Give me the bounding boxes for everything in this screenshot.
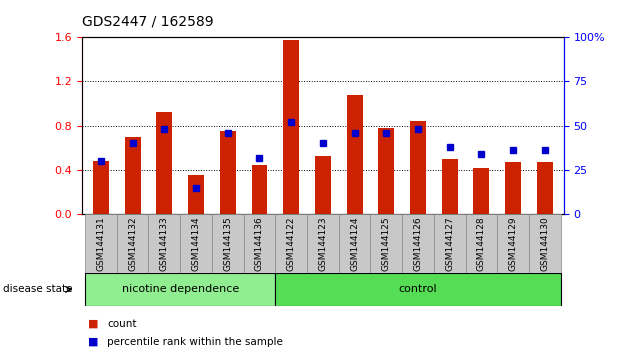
Text: GSM144134: GSM144134 xyxy=(192,216,200,271)
Text: GSM144132: GSM144132 xyxy=(128,216,137,271)
Bar xyxy=(339,214,370,273)
Bar xyxy=(442,159,457,214)
Bar xyxy=(410,121,426,214)
Bar xyxy=(537,162,553,214)
Bar xyxy=(244,214,275,273)
Text: control: control xyxy=(399,284,437,295)
Text: count: count xyxy=(107,319,137,329)
Text: GSM144127: GSM144127 xyxy=(445,216,454,271)
Text: GSM144131: GSM144131 xyxy=(96,216,105,271)
Text: GSM144128: GSM144128 xyxy=(477,216,486,271)
Bar xyxy=(466,214,497,273)
Bar xyxy=(505,162,521,214)
Text: GDS2447 / 162589: GDS2447 / 162589 xyxy=(82,14,214,28)
Bar xyxy=(149,214,180,273)
Bar xyxy=(180,214,212,273)
Text: ■: ■ xyxy=(88,337,99,347)
Text: GSM144124: GSM144124 xyxy=(350,216,359,270)
Text: GSM144126: GSM144126 xyxy=(413,216,423,271)
Bar xyxy=(402,214,434,273)
Bar xyxy=(370,214,402,273)
Bar xyxy=(117,214,149,273)
Bar xyxy=(188,176,204,214)
Bar xyxy=(284,40,299,214)
Bar xyxy=(379,128,394,214)
Text: ■: ■ xyxy=(88,319,99,329)
Text: GSM144123: GSM144123 xyxy=(318,216,328,271)
Bar xyxy=(346,95,362,214)
Bar xyxy=(220,131,236,214)
Text: GSM144122: GSM144122 xyxy=(287,216,295,270)
Bar xyxy=(275,214,307,273)
Bar xyxy=(529,214,561,273)
Bar xyxy=(212,214,244,273)
Text: disease state: disease state xyxy=(3,284,72,295)
Bar xyxy=(156,113,172,214)
Text: GSM144125: GSM144125 xyxy=(382,216,391,271)
Text: GSM144135: GSM144135 xyxy=(223,216,232,271)
Bar xyxy=(434,214,466,273)
Text: GSM144133: GSM144133 xyxy=(160,216,169,271)
Text: GSM144129: GSM144129 xyxy=(508,216,518,271)
Bar xyxy=(93,161,109,214)
Text: GSM144130: GSM144130 xyxy=(541,216,549,271)
Bar xyxy=(474,168,490,214)
Text: nicotine dependence: nicotine dependence xyxy=(122,284,239,295)
Bar xyxy=(125,137,140,214)
Bar xyxy=(85,214,117,273)
Bar xyxy=(497,214,529,273)
Text: GSM144136: GSM144136 xyxy=(255,216,264,271)
Bar xyxy=(275,273,561,306)
Text: percentile rank within the sample: percentile rank within the sample xyxy=(107,337,283,347)
Bar xyxy=(307,214,339,273)
Bar xyxy=(315,155,331,214)
Bar xyxy=(85,273,275,306)
Bar xyxy=(251,166,267,214)
